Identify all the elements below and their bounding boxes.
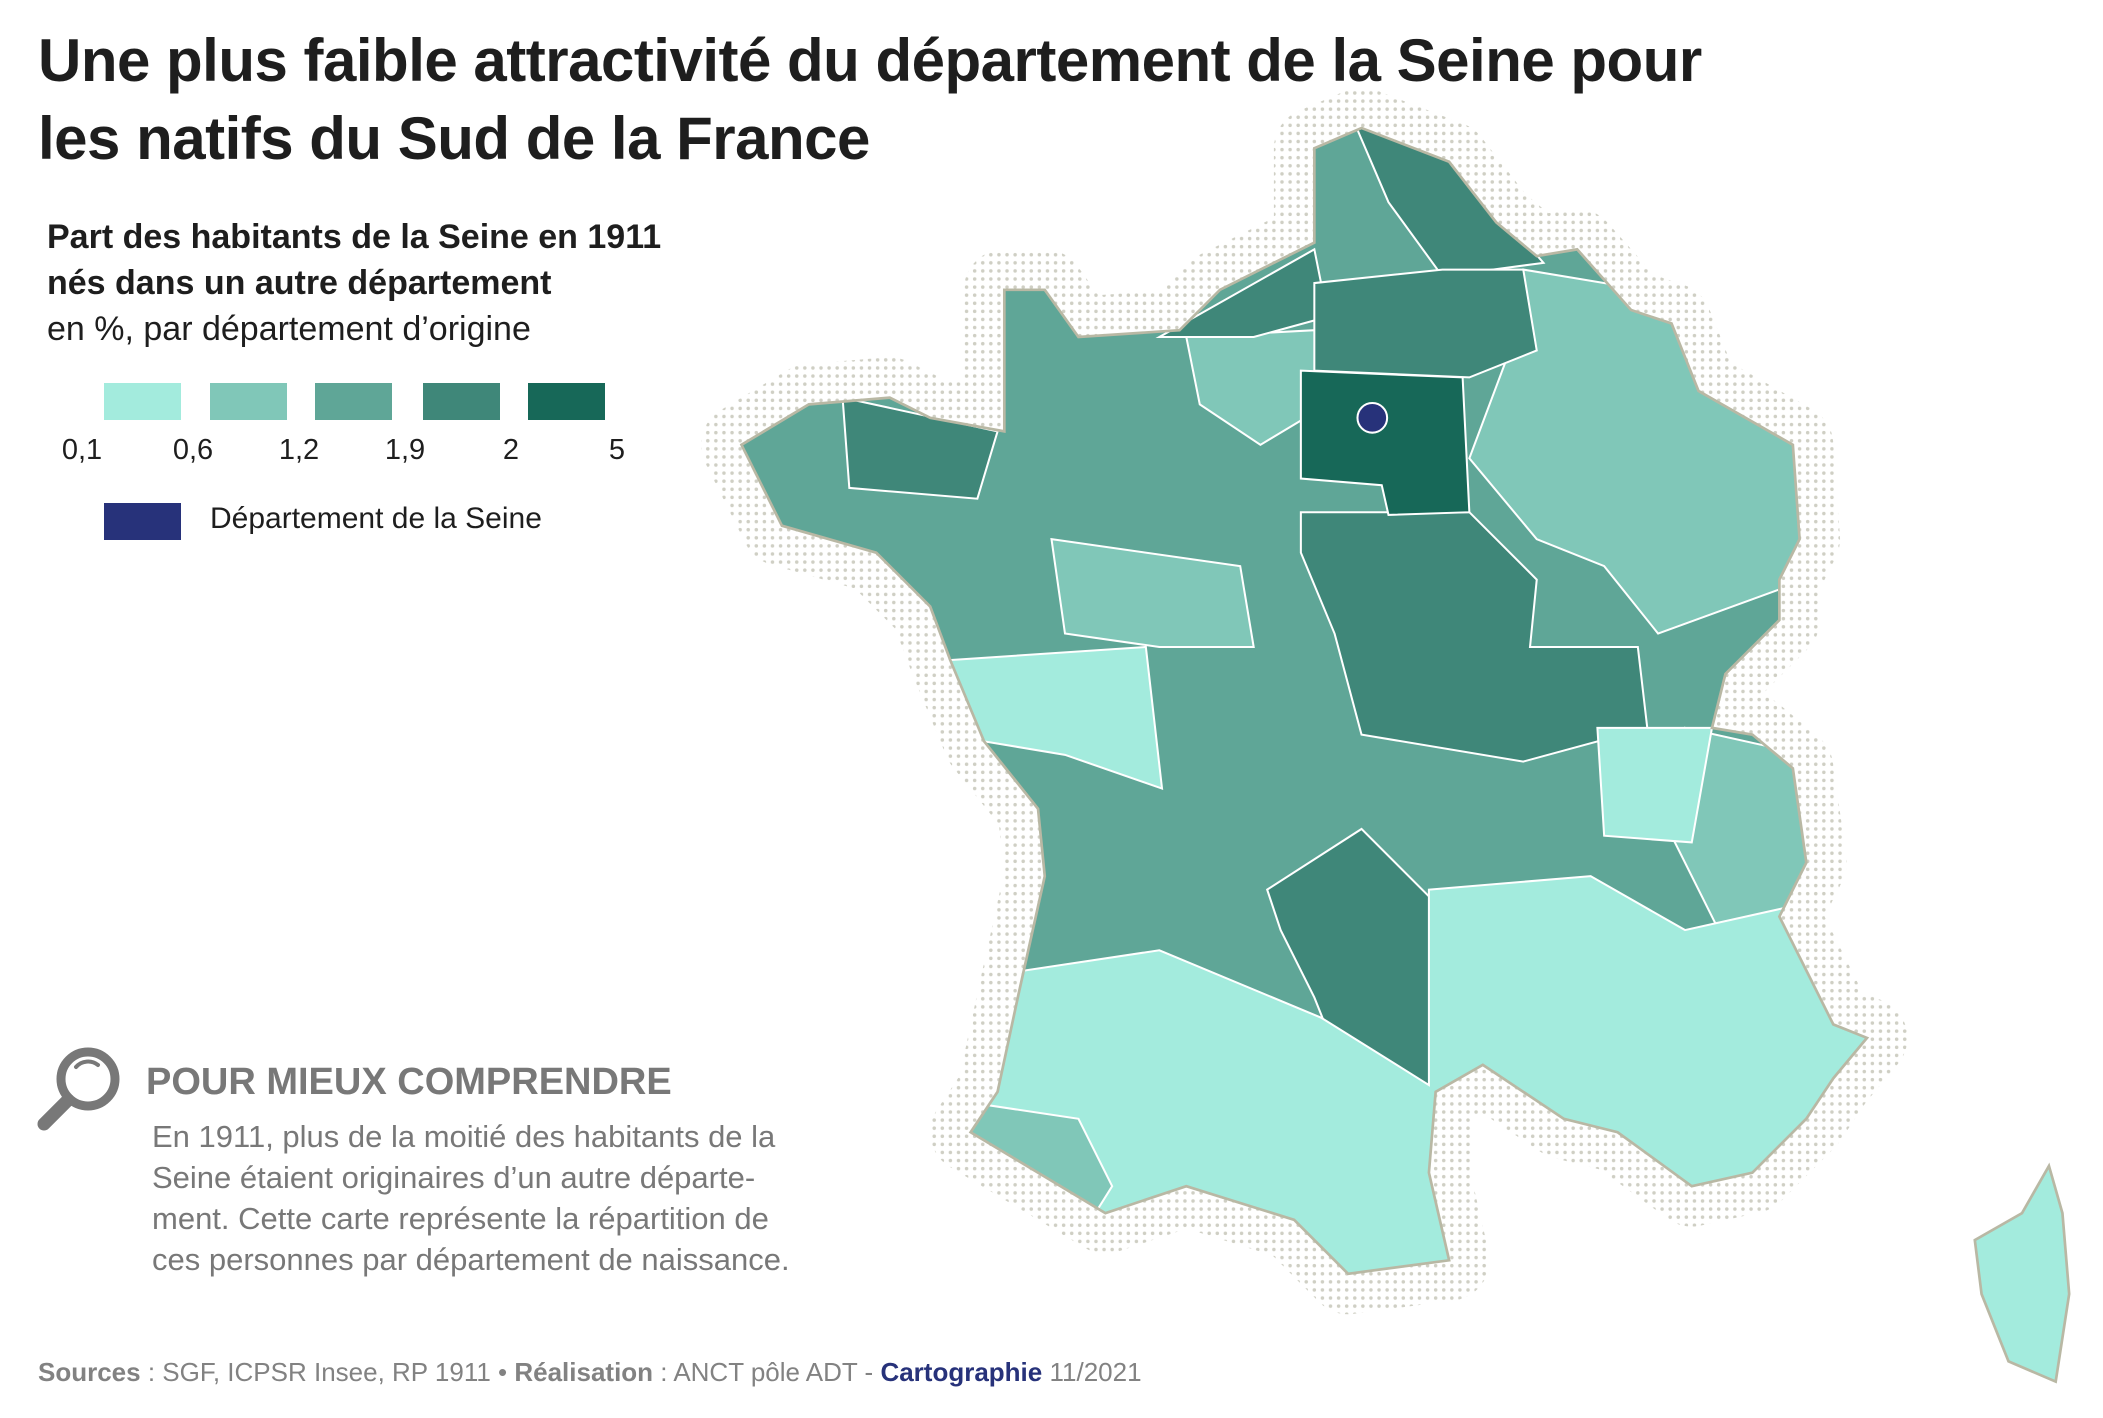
sources-text: : SGF, ICPSR Insee, RP 1911 • bbox=[140, 1357, 515, 1387]
sources-label: Sources bbox=[38, 1357, 141, 1387]
realisation-label: Réalisation bbox=[514, 1357, 654, 1387]
explainer-line: ces personnes par département de naissan… bbox=[152, 1242, 790, 1277]
explainer-heading: POUR MIEUX COMPRENDRE bbox=[146, 1061, 672, 1103]
legend-break: 0,1 bbox=[61, 434, 103, 466]
france-outline bbox=[739, 126, 1870, 1276]
explainer-line: Seine étaient originaires d’un autre dép… bbox=[152, 1160, 756, 1195]
page-title: Une plus faible attractivité du départem… bbox=[38, 22, 1702, 178]
legend-break: 1,2 bbox=[278, 434, 320, 466]
legend-swatch-4 bbox=[423, 383, 500, 420]
region-center-west bbox=[1050, 537, 1255, 649]
legend-title-line-1: Part des habitants de la Seine en 1911 bbox=[47, 218, 662, 256]
legend-break: 5 bbox=[608, 434, 626, 466]
legend-break: 0,6 bbox=[172, 434, 214, 466]
legend-swatch-5 bbox=[528, 383, 605, 420]
legend-break: 2 bbox=[502, 434, 520, 466]
region-paris-basin bbox=[1299, 369, 1471, 516]
region-rhone bbox=[1596, 726, 1714, 844]
legend-swatch-3 bbox=[315, 383, 392, 420]
region-oise-aisne bbox=[1313, 268, 1538, 379]
explainer-line: En 1911, plus de la moitié des habitants… bbox=[152, 1119, 776, 1154]
title-line-2: les natifs du Sud de la France bbox=[38, 105, 870, 172]
explainer-text: En 1911, plus de la moitié des habitants… bbox=[152, 1116, 912, 1280]
legend-swatch-2 bbox=[210, 383, 287, 420]
legend-title-line-2: nés dans un autre département bbox=[47, 264, 552, 302]
footer-credits: Sources : SGF, ICPSR Insee, RP 1911 • Ré… bbox=[38, 1357, 1142, 1388]
corsica bbox=[1973, 1162, 2071, 1384]
realisation-text: : ANCT pôle ADT - bbox=[653, 1357, 881, 1387]
explainer-line: ment. Cette carte représente la répartit… bbox=[152, 1201, 769, 1236]
title-line-1: Une plus faible attractivité du départem… bbox=[38, 27, 1702, 94]
legend-title: Part des habitants de la Seine en 1911 n… bbox=[47, 214, 661, 352]
cartographie-label: Cartographie bbox=[880, 1357, 1043, 1387]
legend-seine-label: Département de la Seine bbox=[210, 502, 542, 535]
legend-seine-swatch bbox=[104, 503, 181, 540]
seine-department bbox=[1356, 402, 1389, 434]
legend-unit: en %, par département d’origine bbox=[47, 310, 531, 348]
legend-break: 1,9 bbox=[384, 434, 426, 466]
legend-swatch-1 bbox=[104, 383, 181, 420]
magnifier-icon bbox=[37, 1047, 120, 1131]
region-picardy bbox=[1185, 329, 1329, 447]
footer-date: 11/2021 bbox=[1042, 1357, 1142, 1387]
